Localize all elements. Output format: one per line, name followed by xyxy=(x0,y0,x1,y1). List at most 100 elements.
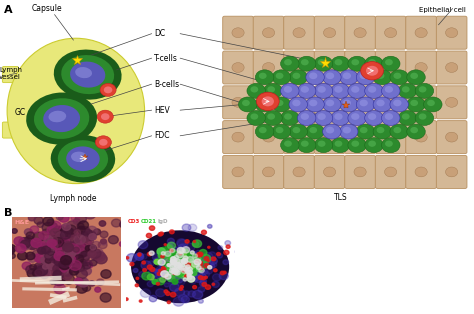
Circle shape xyxy=(62,242,69,248)
Circle shape xyxy=(100,293,111,302)
Circle shape xyxy=(39,262,48,270)
Text: CD21: CD21 xyxy=(141,219,157,225)
Circle shape xyxy=(205,260,213,267)
Circle shape xyxy=(58,268,66,275)
Circle shape xyxy=(393,127,401,133)
Text: TLS: TLS xyxy=(335,193,348,202)
Circle shape xyxy=(181,259,191,267)
FancyBboxPatch shape xyxy=(253,16,284,49)
Circle shape xyxy=(182,260,188,264)
Circle shape xyxy=(135,284,138,287)
Circle shape xyxy=(142,261,146,264)
Circle shape xyxy=(407,70,425,85)
Circle shape xyxy=(154,260,160,264)
Circle shape xyxy=(94,252,106,261)
Circle shape xyxy=(166,264,176,273)
Circle shape xyxy=(159,263,166,268)
Circle shape xyxy=(63,243,73,252)
Circle shape xyxy=(208,252,216,258)
Circle shape xyxy=(171,260,177,265)
Circle shape xyxy=(162,251,168,256)
Circle shape xyxy=(202,257,211,264)
Circle shape xyxy=(177,265,183,271)
Circle shape xyxy=(54,284,66,294)
Circle shape xyxy=(43,249,54,258)
Circle shape xyxy=(186,266,192,271)
Circle shape xyxy=(192,240,201,247)
Circle shape xyxy=(141,261,151,269)
Circle shape xyxy=(59,260,70,269)
Circle shape xyxy=(356,124,375,139)
Circle shape xyxy=(89,234,96,240)
FancyBboxPatch shape xyxy=(284,155,314,188)
Circle shape xyxy=(255,70,274,85)
Circle shape xyxy=(54,226,64,235)
Circle shape xyxy=(69,260,81,270)
Circle shape xyxy=(226,245,230,248)
Circle shape xyxy=(35,269,43,276)
Circle shape xyxy=(284,59,292,65)
Circle shape xyxy=(335,59,342,65)
Circle shape xyxy=(210,262,217,267)
Circle shape xyxy=(201,230,207,234)
Circle shape xyxy=(175,260,183,266)
Circle shape xyxy=(200,279,207,284)
Circle shape xyxy=(76,269,87,279)
Circle shape xyxy=(156,266,166,274)
Circle shape xyxy=(293,167,305,177)
Circle shape xyxy=(419,86,427,93)
Circle shape xyxy=(164,244,166,246)
Circle shape xyxy=(171,257,175,261)
Ellipse shape xyxy=(48,111,66,122)
Circle shape xyxy=(41,257,48,263)
Circle shape xyxy=(365,56,383,71)
Circle shape xyxy=(151,277,159,283)
Circle shape xyxy=(72,258,78,263)
Circle shape xyxy=(62,223,71,230)
Circle shape xyxy=(183,256,188,260)
Circle shape xyxy=(165,258,174,265)
Circle shape xyxy=(156,278,164,285)
Circle shape xyxy=(137,253,143,258)
Circle shape xyxy=(180,285,183,288)
Circle shape xyxy=(66,245,76,253)
Circle shape xyxy=(79,248,87,254)
Circle shape xyxy=(407,97,425,112)
Circle shape xyxy=(185,260,191,265)
Circle shape xyxy=(109,236,118,244)
Circle shape xyxy=(339,97,358,112)
Circle shape xyxy=(297,138,316,153)
Circle shape xyxy=(171,254,180,262)
Circle shape xyxy=(91,252,102,260)
Circle shape xyxy=(95,254,107,264)
Circle shape xyxy=(178,264,182,267)
Ellipse shape xyxy=(7,38,145,184)
Circle shape xyxy=(181,296,190,303)
Circle shape xyxy=(177,239,186,247)
Circle shape xyxy=(46,256,54,262)
Circle shape xyxy=(186,259,194,266)
Circle shape xyxy=(188,265,199,274)
Circle shape xyxy=(292,73,301,79)
Ellipse shape xyxy=(131,230,229,303)
Circle shape xyxy=(67,242,77,250)
Circle shape xyxy=(135,253,144,260)
Circle shape xyxy=(255,124,274,139)
Circle shape xyxy=(88,245,96,252)
Circle shape xyxy=(187,266,194,272)
Circle shape xyxy=(184,268,188,271)
Circle shape xyxy=(9,253,15,258)
Circle shape xyxy=(189,269,197,275)
Circle shape xyxy=(55,239,66,249)
Circle shape xyxy=(40,248,47,253)
Circle shape xyxy=(29,242,37,249)
Circle shape xyxy=(46,248,54,254)
Circle shape xyxy=(165,245,172,251)
Circle shape xyxy=(60,254,70,263)
Circle shape xyxy=(191,258,200,266)
Circle shape xyxy=(54,259,59,264)
Circle shape xyxy=(339,124,358,139)
Circle shape xyxy=(149,295,157,302)
Circle shape xyxy=(80,236,89,243)
Circle shape xyxy=(168,244,173,248)
